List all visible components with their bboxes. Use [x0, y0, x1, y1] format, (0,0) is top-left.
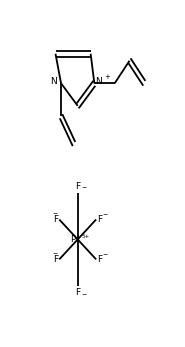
Text: F: F	[53, 215, 58, 224]
Text: −: −	[52, 211, 57, 216]
Text: F: F	[98, 255, 103, 264]
Text: N: N	[95, 77, 102, 86]
Text: −: −	[103, 252, 108, 257]
Text: F: F	[53, 255, 58, 264]
Text: −: −	[82, 184, 87, 189]
Text: −: −	[103, 212, 108, 217]
Text: F: F	[75, 288, 80, 297]
Text: P: P	[70, 235, 76, 244]
Text: −: −	[52, 251, 57, 256]
Text: +: +	[105, 74, 110, 80]
Text: −: −	[82, 291, 87, 296]
Text: F: F	[98, 215, 103, 224]
Text: N: N	[50, 77, 56, 86]
Text: 5+: 5+	[81, 234, 90, 239]
Text: F: F	[75, 182, 80, 191]
